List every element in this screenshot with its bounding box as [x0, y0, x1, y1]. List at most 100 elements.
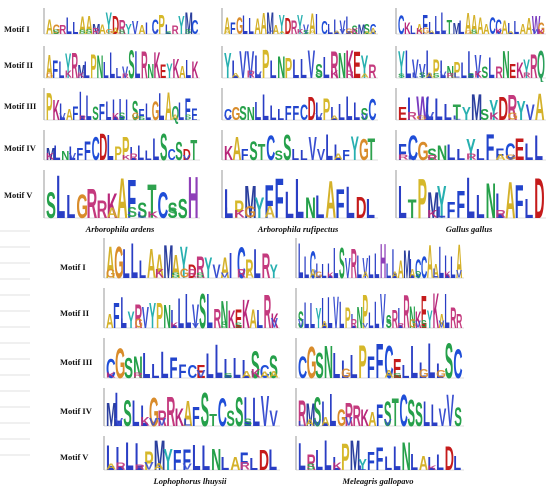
logo-letter: C [310, 243, 316, 282]
logo-letter: L [224, 353, 232, 382]
logo-letter: V [247, 44, 254, 82]
logo-letter-minor: A [409, 267, 416, 281]
logo-letter: A [66, 106, 73, 124]
logo-letter-minor: L [135, 70, 141, 79]
logo-letter: P [114, 144, 121, 164]
logo-letter: F [72, 104, 78, 124]
logo-letter: N [133, 351, 143, 382]
logo-letter-minor: R [240, 460, 250, 472]
logo-letter: I [125, 93, 128, 124]
logo-letter: K [415, 307, 421, 332]
logo-letter: L [310, 295, 315, 332]
logo-letter: S [415, 397, 423, 430]
logo-letter-minor: G [180, 266, 189, 280]
logo-letter: E [398, 104, 407, 124]
logo-letter: A [179, 63, 186, 82]
logo-letter: N [211, 443, 221, 474]
logo-letter: I [315, 8, 317, 38]
logo-letter: V [419, 60, 426, 82]
logo-letter: R [172, 24, 179, 37]
motif-label-bottom-2: Motif II [60, 308, 90, 318]
logo-letter: A [46, 15, 53, 38]
logo-letter: L [333, 455, 341, 474]
logo-letter: A [254, 14, 260, 38]
logo-letter-minor: R [346, 70, 355, 80]
logo-letter: K [175, 405, 185, 430]
logo-letter: C [266, 128, 275, 164]
logo-letter: F [376, 398, 383, 430]
logo-letter-minor: A [310, 268, 317, 280]
logo-letter: L [368, 308, 373, 332]
logo-letter: L [232, 57, 239, 82]
logo-letter: L [435, 93, 443, 124]
logo-letter: F [486, 128, 495, 164]
logo-letter-minor: A [392, 269, 398, 279]
logo-letter-minor: G [419, 367, 429, 381]
logo-letter: L [56, 168, 65, 222]
logo-letter: V [340, 17, 346, 38]
logo-graphic: CV GS N L L L L F F C D LV P LA L L L SV C [221, 86, 378, 124]
logo-letter-minor: A [269, 370, 279, 380]
logo-letter: S [407, 391, 415, 430]
logo-letter: L [392, 242, 397, 282]
logo-letter: D [183, 146, 191, 163]
logo-graphic: Y LA V VR LV P L N P L L V SS L RK N KR E YA R [221, 44, 378, 82]
logo-letter: V [269, 406, 278, 430]
logo-letter: C [400, 386, 408, 430]
logo-letter-minor: A [362, 270, 368, 280]
logo-letter: K [53, 95, 60, 124]
logo-letter-minor: S [185, 28, 192, 35]
logo-letter-minor: A [242, 370, 252, 379]
logo-letter: L [374, 248, 379, 282]
logo-letter: N [247, 104, 255, 124]
logo-letter: E [515, 133, 525, 164]
logo-letter: L [410, 24, 416, 38]
logo-letter: C [152, 15, 159, 38]
logo-letter-minor: S [415, 269, 421, 279]
logo-letter-minor: A [384, 367, 394, 380]
logo-letter-minor: V [439, 319, 445, 331]
logo-letter-minor: A [279, 31, 285, 35]
logo-letter-minor: R [407, 110, 417, 122]
logo-letter: M [471, 87, 482, 124]
logo-letter: L [224, 181, 233, 222]
logo-letter-minor: S [421, 318, 427, 330]
logo-letter-minor: L [257, 320, 264, 330]
logo-letter: R [298, 392, 306, 430]
logo-letter-minor: A [112, 26, 119, 35]
logo-letter-minor: A [265, 204, 276, 222]
logo-letter: L [158, 86, 164, 124]
logo-letter-minor: V [221, 272, 229, 280]
logo-letter: K [192, 57, 199, 82]
logo-letter: L [456, 146, 465, 164]
logo-letter: L [410, 449, 418, 474]
logo-letter: F [139, 106, 145, 124]
logo-graphic: MLV S L LK GV RV R K AL F S T C S S LS L V V [103, 386, 280, 430]
logo-letter: Y [316, 304, 322, 332]
logo-letter: L [145, 147, 152, 164]
logo-letter: M [106, 397, 117, 430]
logo-letter-minor: K [78, 72, 85, 80]
logo-letter-minor: K [155, 267, 164, 281]
logo-letter: L [315, 444, 323, 474]
logo-letter: A [526, 13, 533, 38]
logo-letter: T [190, 134, 197, 164]
logo-letter-minor: R [188, 267, 197, 281]
logo-letter: A [183, 394, 192, 430]
logo-letter: N [277, 51, 285, 82]
logo-letter-minor: K [416, 26, 423, 35]
logo-letter-minor: R [398, 154, 408, 161]
logo-letter: C [298, 350, 307, 382]
logo-letter: C [384, 337, 393, 382]
logo-letter: F [495, 146, 504, 164]
logo-letter: L [423, 394, 430, 430]
logo-letter: P [90, 48, 96, 82]
logo-letter: F [84, 138, 91, 164]
logo-letter-minor: L [120, 315, 126, 331]
logo-letter-minor: V [69, 152, 77, 162]
logo-letter: D [534, 168, 544, 222]
logo-letter: A [471, 11, 478, 38]
